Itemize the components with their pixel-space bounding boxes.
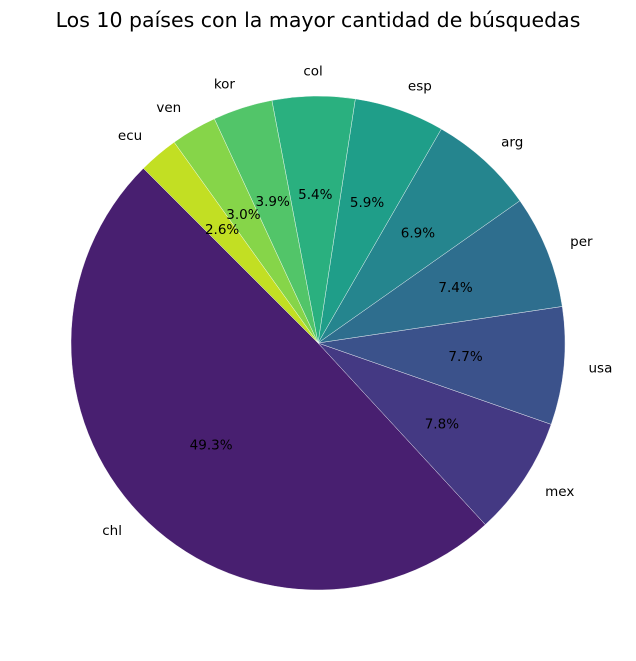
- pct-label-mex: 7.8%: [425, 416, 459, 432]
- slice-label-ecu: ecu: [118, 128, 142, 144]
- pct-label-col: 5.4%: [298, 187, 332, 203]
- slice-label-per: per: [570, 234, 593, 250]
- pct-label-ecu: 2.6%: [205, 222, 239, 238]
- pct-label-usa: 7.7%: [448, 349, 482, 365]
- pie-slice-usa: [317, 306, 566, 425]
- pie-slice-per: [317, 200, 563, 344]
- pct-label-kor: 3.9%: [256, 194, 290, 210]
- slice-label-mex: mex: [545, 484, 574, 500]
- slice-label-col: col: [303, 63, 322, 79]
- slice-label-arg: arg: [501, 134, 523, 150]
- pct-label-per: 7.4%: [438, 280, 472, 296]
- pie-slices: [70, 95, 566, 591]
- pct-label-chl: 49.3%: [190, 438, 233, 454]
- slice-label-kor: kor: [214, 76, 236, 92]
- pct-label-ven: 3.0%: [226, 207, 260, 223]
- pie-labels: chl 49.3% mex 7.8% usa 7.7% per 7.4% arg 6.9% esp 5…: [102, 63, 612, 539]
- pie-slice-chl: [70, 168, 486, 591]
- slice-label-chl: chl: [102, 523, 122, 539]
- pie-slice-arg: [317, 128, 521, 344]
- pct-label-arg: 6.9%: [401, 226, 435, 242]
- chart-title: Los 10 países con la mayor cantidad de b…: [56, 8, 581, 32]
- slice-label-ven: ven: [156, 100, 181, 116]
- pct-label-esp: 5.9%: [350, 195, 384, 211]
- pie-slice-mex: [317, 342, 552, 525]
- slice-label-esp: esp: [408, 79, 432, 95]
- slice-label-usa: usa: [589, 360, 613, 376]
- pie-slice-ecu: [143, 141, 319, 344]
